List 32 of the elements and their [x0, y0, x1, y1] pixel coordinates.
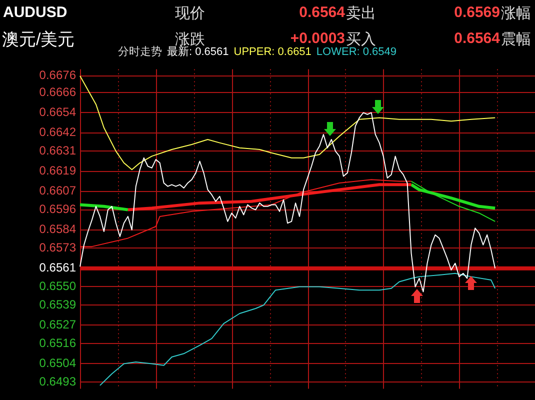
- y-tick-label: 0.6550: [39, 279, 76, 294]
- y-tick-label: 0.6607: [39, 184, 76, 198]
- y-tick-label: 0.6619: [39, 164, 76, 178]
- text: 涨幅: [501, 4, 531, 23]
- text: 0.6569: [454, 4, 500, 21]
- y-tick-label: 0.6642: [39, 125, 76, 140]
- y-tick-label: 0.6676: [39, 68, 76, 82]
- text: 分时走势: [118, 46, 162, 58]
- y-tick-label: 0.6631: [39, 144, 76, 158]
- text: +0.0003: [290, 30, 345, 47]
- y-tick-label: 0.6666: [39, 84, 76, 99]
- y-tick-label: 0.6527: [39, 318, 76, 332]
- text: 0.6564: [299, 4, 345, 21]
- y-tick-label: 0.6561: [39, 260, 76, 275]
- y-tick-label: 0.6493: [39, 374, 76, 388]
- y-tick-label: 0.6654: [39, 105, 76, 120]
- text: 0.6564: [454, 30, 500, 47]
- text: 现价: [175, 4, 205, 23]
- text: UPPER: 0.6651: [234, 46, 312, 58]
- chart-title: AUDUSD: [3, 4, 68, 21]
- y-tick-label: 0.6573: [39, 240, 76, 255]
- text: LOWER: 0.6549: [316, 46, 397, 58]
- text: 震幅: [501, 30, 531, 49]
- y-tick-label: 0.6539: [39, 297, 76, 312]
- y-tick-label: 0.6504: [39, 356, 76, 370]
- text: 卖出: [346, 4, 376, 23]
- y-tick-label: 0.6596: [39, 202, 76, 216]
- y-tick-label: 0.6516: [39, 336, 76, 350]
- text: 买入: [346, 30, 376, 48]
- y-tick-label: 0.6584: [39, 222, 76, 236]
- text: 最新: 0.6561: [167, 46, 229, 58]
- chart-subtitle: 澳元/美元: [2, 29, 75, 51]
